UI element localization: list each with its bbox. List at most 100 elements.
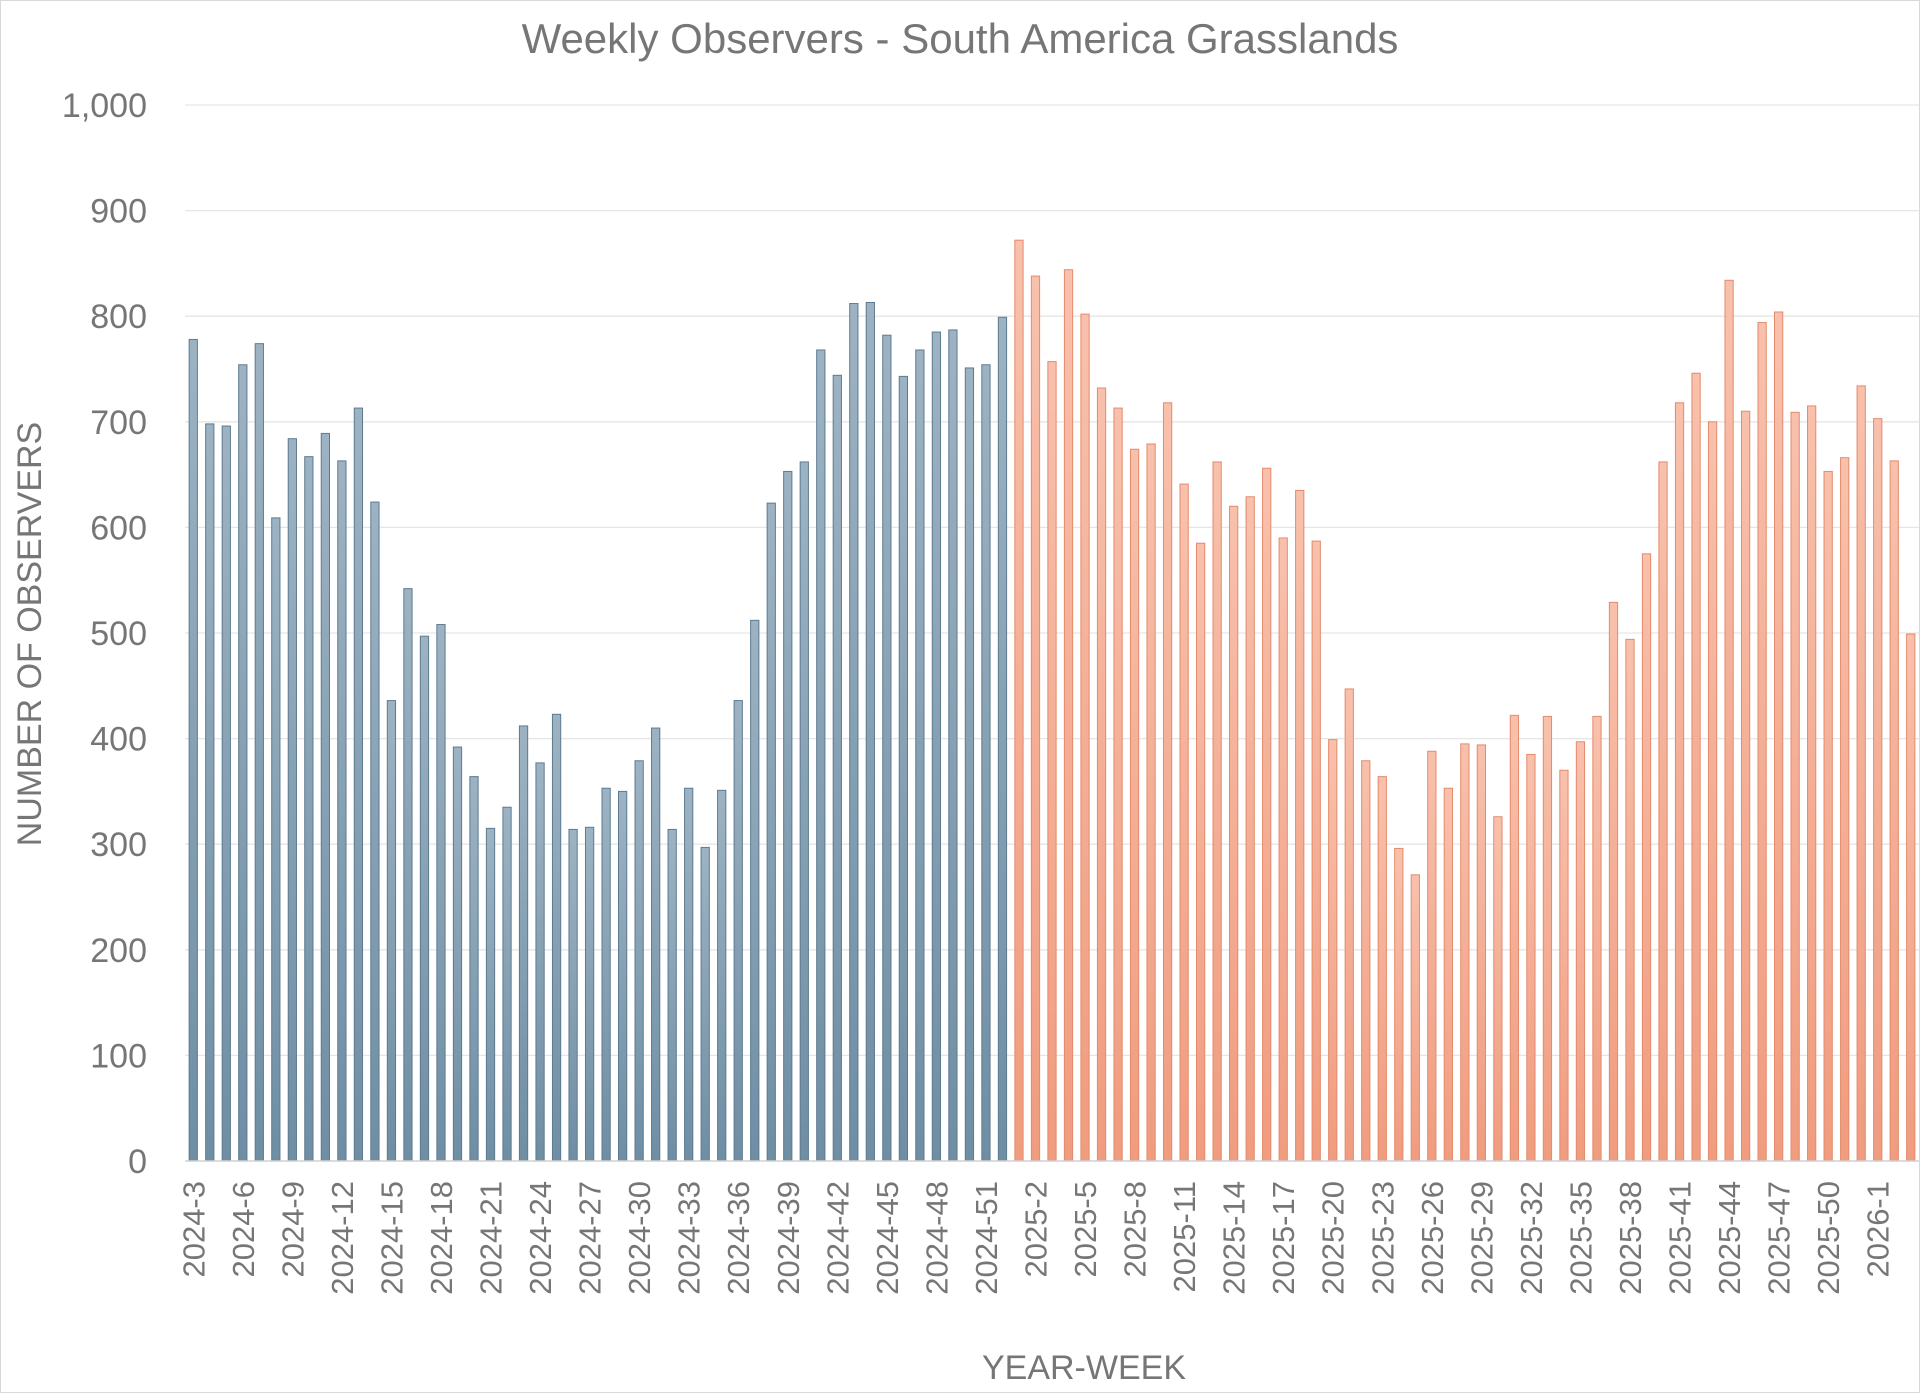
- x-tick-label: 2024-12: [325, 1181, 360, 1295]
- bar-2024-26: [568, 828, 578, 1162]
- bar-2025-14: [1229, 505, 1239, 1162]
- bar-2025-26: [1427, 750, 1437, 1162]
- bar-2024-35: [717, 789, 727, 1162]
- bar-2025-27: [1443, 787, 1453, 1162]
- bar-2025-45: [1740, 410, 1751, 1162]
- x-tick-label: 2024-15: [374, 1181, 409, 1295]
- x-axis-ticks: 2024-3 2024-6 2024-9 2024-12 2024-15 2024-18 2…: [176, 1181, 1895, 1295]
- bar-2024-16: [403, 588, 413, 1162]
- x-tick-label: 2025-38: [1613, 1181, 1648, 1295]
- bar-2025-2: [1030, 275, 1041, 1162]
- y-tick-label: 1,000: [62, 87, 147, 125]
- bar-2025-34: [1559, 769, 1569, 1162]
- bar-2025-47: [1774, 311, 1784, 1162]
- bar-2024-43: [849, 303, 859, 1162]
- x-tick-label: 2024-3: [176, 1181, 211, 1278]
- bar-2024-11: [320, 432, 331, 1162]
- bar-2024-8: [271, 517, 281, 1162]
- x-tick-label: 2024-9: [275, 1181, 310, 1278]
- bar-2024-13: [353, 407, 364, 1162]
- bar-2024-17: [419, 635, 430, 1162]
- chart-title: Weekly Observers - South America Grassla…: [522, 15, 1399, 62]
- bar-2024-5: [221, 425, 231, 1162]
- bar-2025-13: [1212, 461, 1222, 1162]
- bar-2025-9: [1146, 443, 1156, 1162]
- bar-2024-41: [816, 349, 826, 1162]
- x-tick-label: 2025-26: [1415, 1181, 1450, 1295]
- y-tick-label: 300: [90, 826, 147, 864]
- y-axis-ticks: 0 100 200 300 400 500 600 700 800 900 1,000: [62, 87, 147, 1181]
- bar-2025-38: [1625, 638, 1635, 1162]
- y-tick-label: 600: [90, 509, 147, 547]
- x-tick-label: 2025-20: [1316, 1181, 1351, 1295]
- bar-2025-29: [1476, 744, 1486, 1162]
- bar-2024-6: [238, 364, 248, 1162]
- bar-2024-44: [865, 301, 875, 1162]
- bar-2025-8: [1129, 448, 1140, 1162]
- bar-2024-12: [337, 460, 347, 1162]
- bars: [188, 239, 1916, 1162]
- bar-2025-20: [1328, 739, 1338, 1162]
- bar-2025-5: [1080, 313, 1090, 1162]
- bar-2024-25: [551, 713, 562, 1162]
- y-tick-label: 400: [90, 721, 147, 759]
- bar-2024-15: [386, 700, 397, 1162]
- bar-2026-3: [1906, 633, 1916, 1162]
- bar-2024-45: [882, 334, 892, 1162]
- bar-2025-25: [1410, 874, 1420, 1162]
- bar-2025-23: [1377, 776, 1387, 1162]
- x-tick-label: 2025-11: [1167, 1181, 1202, 1292]
- bar-2024-23: [518, 725, 529, 1162]
- bar-2024-37: [750, 619, 760, 1162]
- bar-2025-30: [1493, 816, 1503, 1162]
- y-tick-label: 800: [90, 298, 147, 336]
- x-tick-label: 2025-2: [1018, 1181, 1053, 1278]
- bar-2025-44: [1724, 279, 1734, 1162]
- bar-2024-19: [452, 746, 463, 1162]
- bar-2025-12: [1196, 542, 1206, 1162]
- x-tick-label: 2024-39: [771, 1181, 806, 1295]
- x-tick-label: 2025-50: [1811, 1181, 1846, 1295]
- x-tick-label: 2025-17: [1266, 1181, 1301, 1295]
- bar-2024-27: [584, 826, 595, 1162]
- bar-2024-52: [997, 316, 1008, 1162]
- bar-2025-22: [1361, 760, 1371, 1162]
- x-tick-label: 2024-48: [919, 1181, 954, 1295]
- bar-2025-32: [1526, 753, 1536, 1162]
- y-tick-label: 500: [90, 615, 147, 653]
- x-tick-label: 2024-27: [573, 1181, 608, 1295]
- bar-2024-30: [634, 760, 644, 1162]
- bar-2025-24: [1394, 847, 1404, 1162]
- bar-2024-10: [304, 456, 314, 1162]
- bar-2024-33: [684, 787, 694, 1162]
- bar-2024-38: [766, 502, 776, 1162]
- x-tick-label: 2025-29: [1464, 1181, 1499, 1295]
- bar-2024-18: [436, 624, 446, 1162]
- bar-2026-1: [1873, 418, 1883, 1162]
- bar-2024-29: [618, 790, 628, 1162]
- bar-2025-49: [1807, 405, 1817, 1162]
- x-tick-label: 2024-24: [523, 1181, 558, 1295]
- bar-2025-42: [1691, 372, 1701, 1162]
- x-tick-label: 2024-36: [721, 1181, 756, 1295]
- bar-2025-1: [1014, 239, 1024, 1162]
- bar-2024-3: [188, 338, 198, 1162]
- bar-2024-24: [535, 762, 545, 1162]
- bar-2025-31: [1509, 714, 1520, 1162]
- bar-2025-11: [1179, 483, 1189, 1162]
- x-tick-label: 2025-47: [1762, 1181, 1797, 1295]
- x-tick-label: 2024-18: [424, 1181, 459, 1295]
- bar-2024-7: [254, 343, 264, 1162]
- x-tick-label: 2025-14: [1217, 1181, 1252, 1295]
- bar-2026-2: [1889, 460, 1899, 1162]
- bar-2024-42: [832, 374, 842, 1162]
- x-tick-label: 2025-5: [1068, 1181, 1103, 1278]
- bar-2025-6: [1096, 387, 1107, 1162]
- bar-2025-50: [1823, 470, 1833, 1162]
- bar-2025-41: [1674, 402, 1685, 1162]
- bar-2025-19: [1311, 540, 1321, 1162]
- bar-2025-48: [1790, 411, 1800, 1162]
- bar-2024-40: [799, 461, 809, 1162]
- bar-2025-52: [1856, 385, 1866, 1162]
